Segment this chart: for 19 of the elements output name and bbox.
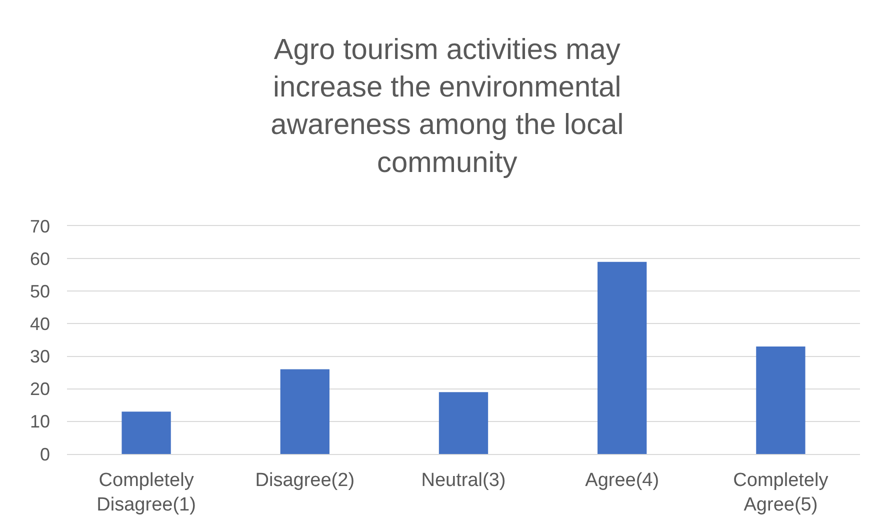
y-tick-label: 0 — [40, 444, 50, 464]
x-tick-label: Agree(4) — [585, 470, 660, 491]
x-tick-label: Completely Agree(5) — [733, 470, 829, 516]
x-tick-label: Disagree(2) — [255, 470, 355, 491]
y-tick-label: 60 — [30, 248, 50, 269]
y-tick-label: 50 — [30, 281, 50, 302]
y-tick-label: 70 — [30, 216, 50, 236]
bar — [438, 392, 488, 454]
y-tick-label: 30 — [30, 346, 50, 367]
bar — [756, 346, 806, 454]
bar — [280, 369, 330, 454]
x-tick-label: Completely Disagree(1) — [96, 470, 196, 516]
y-tick-label: 40 — [30, 314, 50, 334]
bar — [598, 262, 647, 454]
chart-title: Agro tourism activities may increase the environmental awareness among the local community — [270, 34, 624, 179]
bar — [122, 412, 171, 454]
y-tick-label: 20 — [30, 379, 50, 400]
x-tick-label: Neutral(3) — [421, 470, 506, 491]
y-tick-label: 10 — [30, 412, 50, 432]
